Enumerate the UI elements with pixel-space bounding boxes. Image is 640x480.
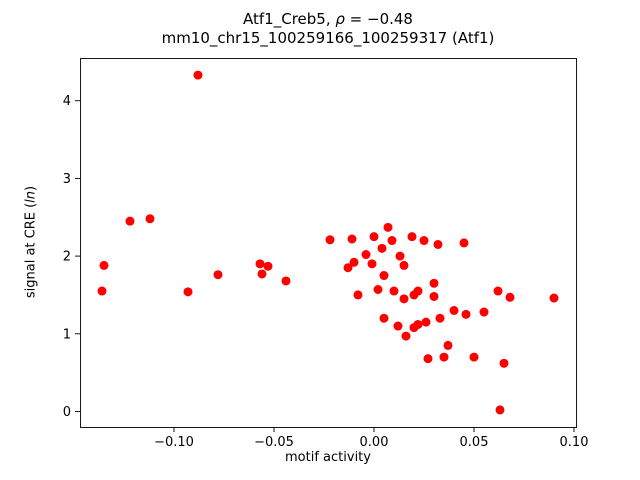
x-axis-label: motif activity <box>285 450 371 465</box>
data-point <box>421 317 431 327</box>
data-point <box>505 292 515 302</box>
data-point <box>343 263 353 273</box>
x-axis-tick-label: −0.05 <box>254 435 294 450</box>
chart-title: Atf1_Creb5, ρ = −0.48 mm10_chr15_1002591… <box>80 10 576 48</box>
data-point <box>423 354 433 364</box>
data-point <box>413 319 423 329</box>
title-rho-symbol: ρ <box>335 10 345 28</box>
data-point <box>459 238 469 248</box>
data-point <box>395 251 405 261</box>
data-point <box>499 358 509 368</box>
x-axis-tick-label: 0.00 <box>360 435 389 450</box>
chart-title-line-1: Atf1_Creb5, ρ = −0.48 <box>80 10 576 29</box>
y-axis-tick-label: 0 <box>63 405 71 420</box>
y-label-ln-italic: ln <box>23 190 39 203</box>
y-axis-tick-label: 4 <box>63 94 71 109</box>
y-axis-tick-label: 3 <box>63 172 71 187</box>
data-point <box>367 259 377 269</box>
data-point <box>461 309 471 319</box>
data-point <box>99 260 109 270</box>
data-point <box>549 293 559 303</box>
data-point <box>439 352 449 362</box>
data-point <box>347 234 357 244</box>
data-point <box>383 222 393 232</box>
data-point <box>443 340 453 350</box>
data-point <box>377 243 387 253</box>
data-point <box>97 286 107 296</box>
data-point <box>407 232 417 242</box>
data-point <box>361 250 371 260</box>
data-point <box>373 284 383 294</box>
data-point <box>145 214 155 224</box>
data-point <box>183 287 193 297</box>
data-point <box>281 276 291 286</box>
data-point <box>399 260 409 270</box>
data-point <box>449 305 459 315</box>
data-point <box>495 405 505 415</box>
y-axis-tick-label: 1 <box>63 327 71 342</box>
y-label-text-post: ) <box>23 185 39 191</box>
y-axis-tick-label: 2 <box>63 250 71 265</box>
data-point <box>369 232 379 242</box>
title-text-pre: Atf1_Creb5, <box>243 10 336 28</box>
data-point <box>433 239 443 249</box>
data-point <box>399 294 409 304</box>
data-point <box>353 290 363 300</box>
data-point <box>213 270 223 280</box>
x-axis-tick-label: 0.05 <box>460 435 489 450</box>
data-point <box>393 321 403 331</box>
data-point <box>401 331 411 341</box>
plot-border <box>80 58 577 428</box>
data-point <box>479 307 489 317</box>
data-point <box>387 236 397 246</box>
data-point <box>193 70 203 80</box>
y-label-text-pre: signal at CRE ( <box>23 202 39 299</box>
data-point <box>325 235 335 245</box>
data-point <box>419 236 429 246</box>
x-axis-tick-label: 0.10 <box>560 435 589 450</box>
data-point <box>263 261 273 271</box>
data-point <box>379 313 389 323</box>
data-point <box>429 278 439 288</box>
data-point <box>469 352 479 362</box>
data-point <box>349 257 359 267</box>
title-correlation-value: = −0.48 <box>344 10 413 28</box>
data-point <box>257 269 267 279</box>
data-point <box>379 271 389 281</box>
x-axis-tick-label: −0.10 <box>154 435 194 450</box>
chart-title-line-2: mm10_chr15_100259166_100259317 (Atf1) <box>161 29 495 47</box>
data-point <box>435 313 445 323</box>
data-point <box>413 286 423 296</box>
data-point <box>493 286 503 296</box>
y-axis-label: signal at CRE (ln) <box>24 186 39 298</box>
data-point <box>125 216 135 226</box>
data-point <box>255 259 265 269</box>
data-point <box>389 286 399 296</box>
data-point <box>429 291 439 301</box>
